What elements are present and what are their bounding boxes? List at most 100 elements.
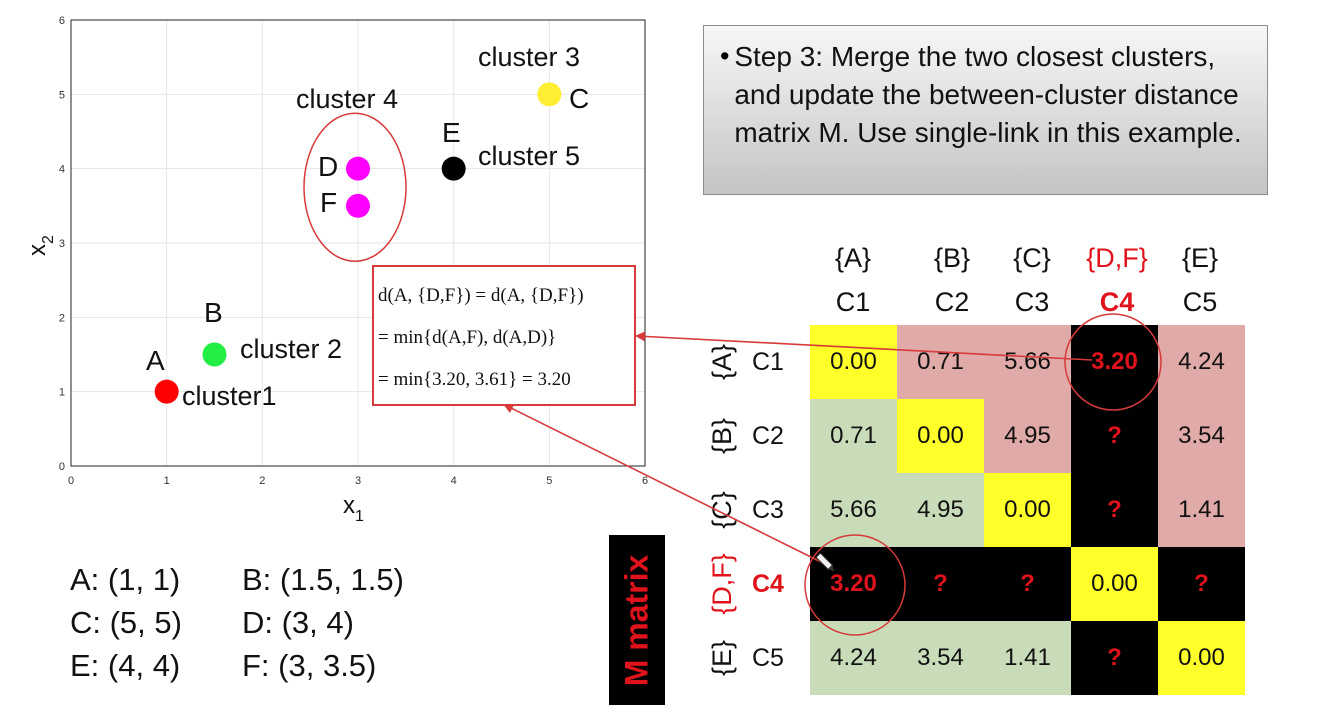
x-tick-label: 3 [355,475,361,487]
row-set-4: {D,F} [707,553,737,615]
matrix-cell: 0.00 [984,473,1071,547]
matrix-cell: 5.66 [810,473,897,547]
formula-box: d(A, {D,F}) = d(A, {D,F}) = min{d(A,F), … [372,265,636,406]
formula-line-2: = min{d(A,F), d(A,D)} [378,327,557,348]
point-label-c: C [569,83,589,114]
x-tick-label: 4 [451,475,457,487]
point-label-f: F [320,187,337,218]
col-set-1: {A} [834,243,872,273]
col-set-4: {D,F} [1086,243,1148,273]
cluster-label-3: cluster 3 [478,42,580,72]
matrix-cell: ? [984,547,1071,621]
matrix-cell: 4.95 [897,473,984,547]
row-set-3: {C} [707,491,737,529]
matrix-cell: 3.54 [897,621,984,695]
m-matrix-label-text: M matrix [618,554,655,686]
point-e [441,156,466,181]
col-id-2: C2 [934,287,970,317]
matrix-cell: 0.00 [1071,547,1158,621]
coord-a: A: (1, 1) [70,562,181,597]
cluster-4-ellipse [303,112,407,262]
col-id-3: C3 [1014,287,1050,317]
y-tick-label: 0 [59,461,65,473]
y-tick-label: 6 [59,15,65,27]
m-matrix-label: M matrix [609,535,665,705]
matrix-cell: ? [1158,547,1245,621]
col-set-5: {E} [1181,243,1219,273]
step-text: Step 3: Merge the two closest clusters, … [734,41,1242,148]
row-id-3: C3 [752,496,784,524]
x-tick-label: 0 [68,475,74,487]
matrix-cell: 1.41 [1158,473,1245,547]
col-set-2: {B} [933,243,971,273]
row-set-2: {B} [707,417,737,455]
point-f [346,193,370,218]
matrix-cell: 1.41 [984,621,1071,695]
point-label-e: E [442,117,461,148]
point-d [346,156,370,181]
formula-line-3: = min{3.20, 3.61} = 3.20 [378,369,571,390]
coord-c: C: (5, 5) [70,605,182,640]
step-description-box: • Step 3: Merge the two closest clusters… [703,25,1268,195]
matrix-cell: ? [897,547,984,621]
data-points [154,82,562,404]
matrix-cell: 0.00 [1158,621,1245,695]
matrix-cell: ? [1071,473,1158,547]
matrix-cell: 0.71 [897,325,984,399]
matrix-cell: 4.95 [984,399,1071,473]
matrix-cell: 4.24 [810,621,897,695]
y-tick-label: 3 [59,238,65,250]
col-id-4: C4 [1099,287,1135,317]
coord-row: E: (4, 4) F: (3, 3.5) [70,644,404,687]
matrix-cell: 3.20 [810,547,897,621]
row-id-1: C1 [752,348,784,376]
matrix-cell: 3.20 [1071,325,1158,399]
bullet: • [720,41,730,71]
coord-row: C: (5, 5) D: (3, 4) [70,601,404,644]
x-tick-label: 1 [164,475,170,487]
matrix-cell: 4.24 [1158,325,1245,399]
x-tick-label: 2 [259,475,265,487]
point-coordinates: A: (1, 1) B: (1.5, 1.5) C: (5, 5) D: (3,… [70,558,404,687]
coord-d: D: (3, 4) [242,605,354,640]
axes-frame [70,19,646,467]
point-label-d: D [318,151,338,182]
coord-row: A: (1, 1) B: (1.5, 1.5) [70,558,404,601]
row-id-2: C2 [752,422,784,450]
row-set-5: {E} [707,639,737,677]
y-tick-label: 5 [59,89,65,101]
matrix-cell: 0.71 [810,399,897,473]
cluster-label-5: cluster 5 [478,141,580,171]
col-id-5: C5 [1182,287,1218,317]
matrix-cell: 0.00 [810,325,897,399]
cluster-label-2: cluster 2 [240,334,342,364]
matrix-cell: 5.66 [984,325,1071,399]
x-axis-label: x1 [343,492,364,525]
y-tick-label: 4 [59,164,65,176]
y-tick-label: 2 [59,312,65,324]
scatter-plot: 0 1 2 3 4 5 6 0 1 2 3 4 5 6 A B C D E F cluster1 clus… [24,15,648,525]
point-a [154,379,179,404]
y-axis-label: x2 [24,235,57,256]
coord-e: E: (4, 4) [70,648,181,683]
point-b [202,342,227,367]
x-tick-label: 5 [546,475,552,487]
cluster-label-4: cluster 4 [296,84,398,114]
distance-matrix: 0.00 0.71 5.66 3.20 4.24 0.71 0.00 4.95? 3.54 5.6… [810,325,1245,695]
col-set-3: {C} [1013,243,1051,273]
col-id-1: C1 [835,287,871,317]
row-id-4: C4 [752,570,784,598]
matrix-cell: ? [1071,621,1158,695]
point-c [537,82,562,107]
row-set-1: {A} [707,343,737,381]
matrix-cell: ? [1071,399,1158,473]
matrix-cell: 0.00 [897,399,984,473]
matrix-cell: 3.54 [1158,399,1245,473]
row-id-5: C5 [752,644,784,672]
x-tick-label: 6 [642,475,648,487]
cluster-label-1: cluster1 [182,381,277,411]
point-label-a: A [146,345,165,376]
coord-b: B: (1.5, 1.5) [242,562,404,597]
point-label-b: B [204,297,223,328]
formula-line-1: d(A, {D,F}) = d(A, {D,F}) [378,285,584,306]
